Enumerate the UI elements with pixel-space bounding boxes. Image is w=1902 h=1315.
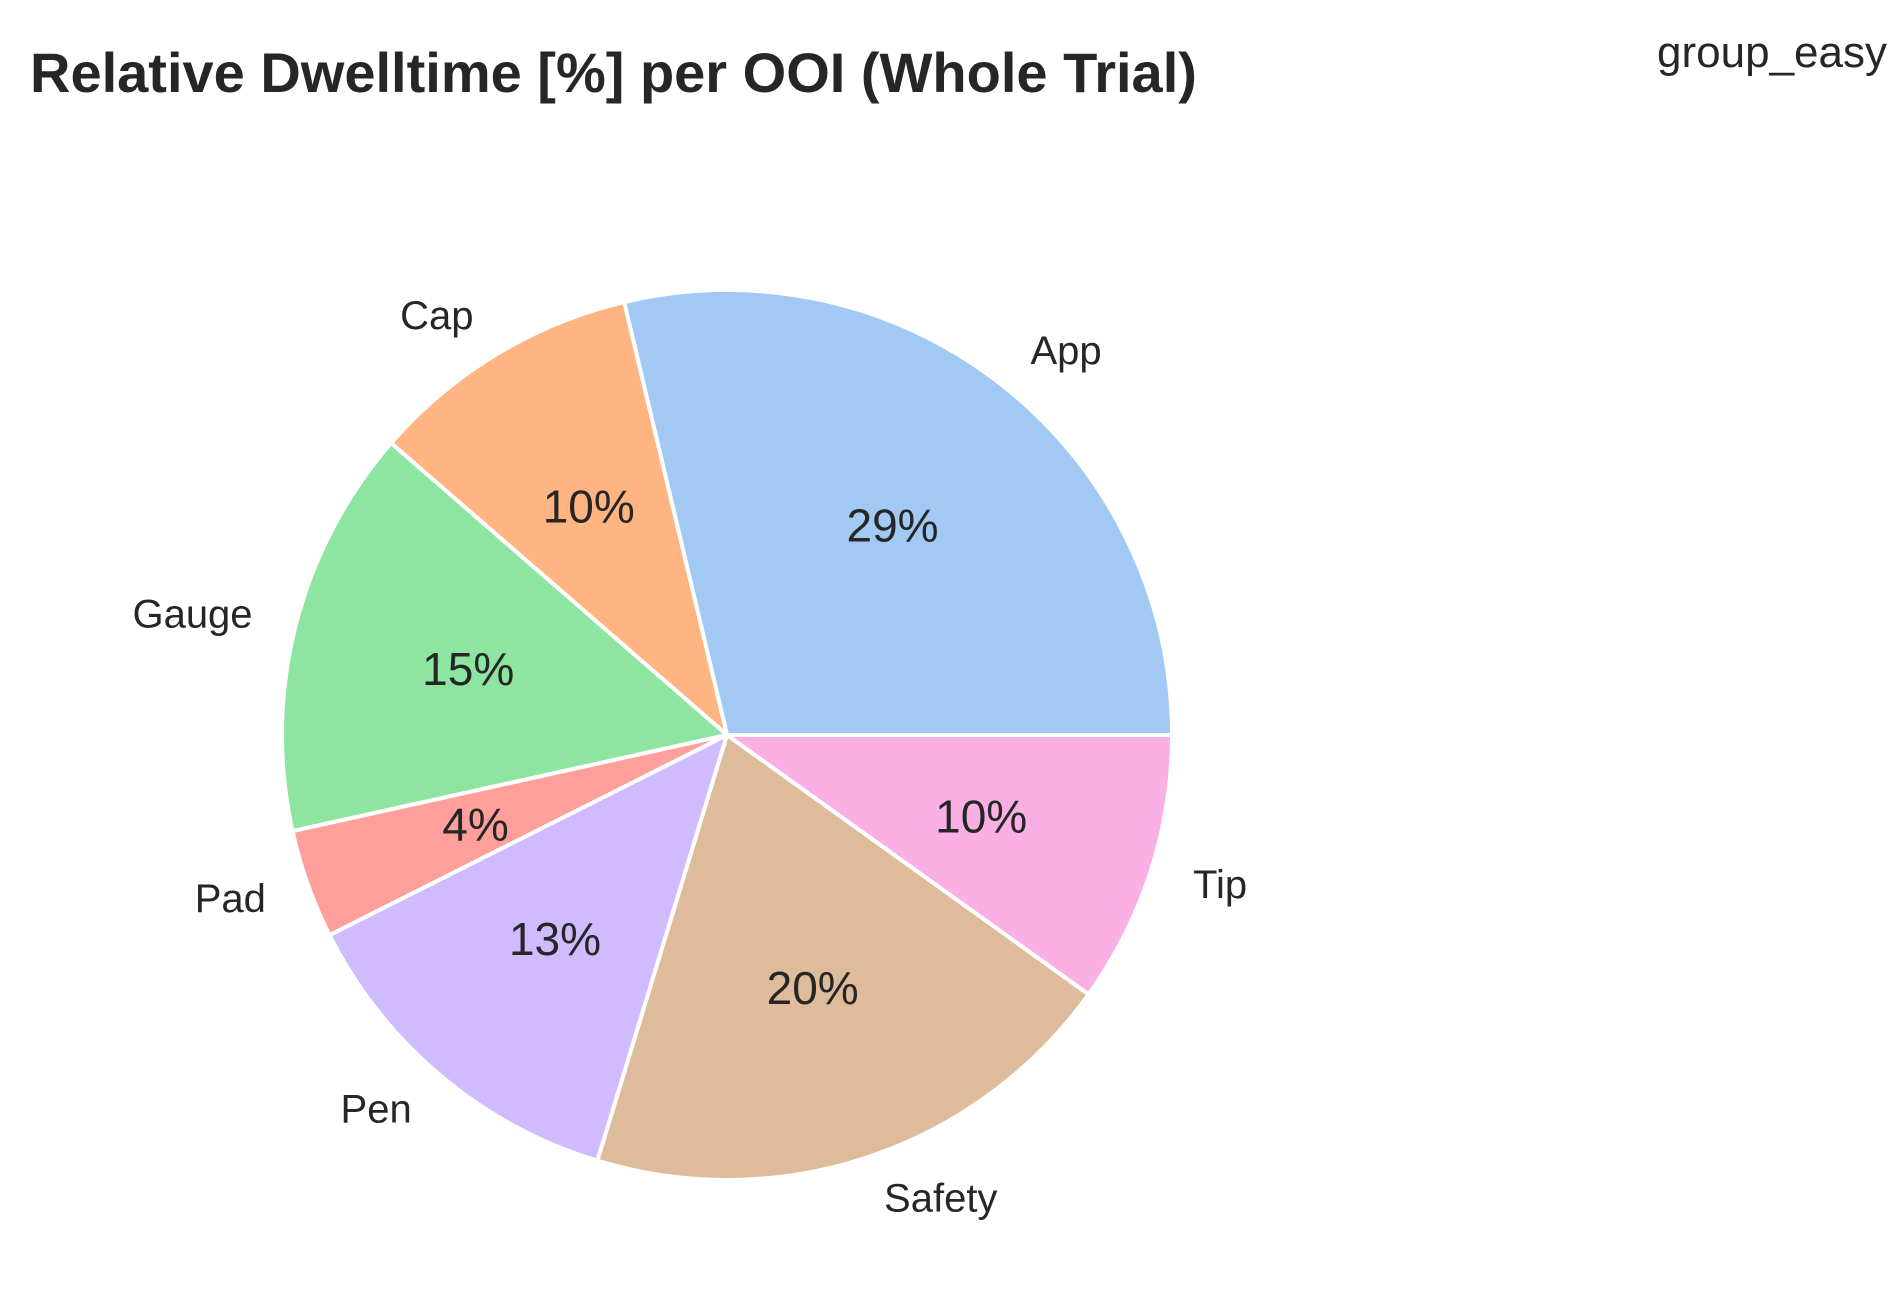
category-label-app: App bbox=[1030, 329, 1101, 373]
pie-slice-pen bbox=[327, 733, 729, 1163]
category-label-pen: Pen bbox=[341, 1087, 412, 1131]
category-label-safety: Safety bbox=[884, 1177, 997, 1221]
percent-label-app: 29% bbox=[847, 500, 939, 552]
percent-label-cap: 10% bbox=[543, 481, 635, 533]
percent-labels: 29% 10% 15% 4% 13% 20% 10% bbox=[422, 481, 1027, 1014]
category-label-tip: Tip bbox=[1193, 863, 1247, 907]
percent-label-safety: 20% bbox=[767, 962, 859, 1014]
pie-slice-tip bbox=[725, 733, 1174, 997]
pie-slice-gauge bbox=[280, 441, 729, 834]
percent-label-pen: 13% bbox=[509, 913, 601, 965]
pie-slice-cap bbox=[389, 300, 729, 737]
chart-subtitle: group_easy bbox=[1657, 28, 1887, 77]
category-label-pad: Pad bbox=[195, 877, 266, 921]
percent-label-pad: 4% bbox=[442, 799, 508, 851]
pie-slice-safety bbox=[595, 733, 1091, 1182]
percent-label-gauge: 15% bbox=[422, 643, 514, 695]
pie-slices bbox=[280, 288, 1174, 1182]
category-label-gauge: Gauge bbox=[132, 592, 252, 636]
pie-slice-app bbox=[622, 288, 1174, 737]
percent-label-tip: 10% bbox=[935, 791, 1027, 843]
category-label-cap: Cap bbox=[400, 294, 473, 338]
chart-title: Relative Dwelltime [%] per OOI (Whole Tr… bbox=[30, 41, 1197, 104]
category-labels: App Cap Gauge Pad Pen Safety Tip bbox=[132, 294, 1247, 1220]
